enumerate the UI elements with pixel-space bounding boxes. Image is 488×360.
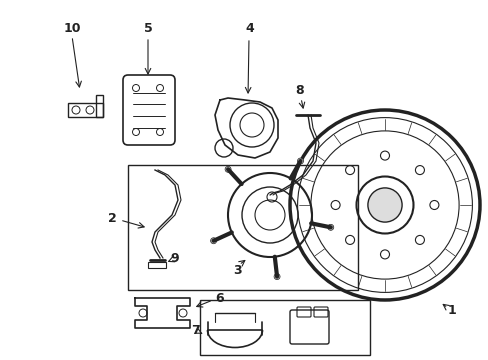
Text: 3: 3 [233,264,242,276]
Circle shape [330,201,340,210]
Text: 5: 5 [143,22,152,35]
Bar [148,262,165,268]
Circle shape [345,235,354,244]
Circle shape [297,158,303,164]
Circle shape [415,235,424,244]
Circle shape [224,166,231,172]
Text: 6: 6 [215,292,224,305]
Circle shape [415,166,424,175]
Bar [96,95,103,117]
Text: 2: 2 [107,212,116,225]
Circle shape [429,201,438,210]
Circle shape [273,274,280,280]
Circle shape [380,250,389,259]
Bar [200,300,369,355]
Text: 9: 9 [170,252,179,265]
Circle shape [210,238,216,244]
Text: 1: 1 [447,303,455,316]
Text: 7: 7 [191,324,200,337]
Circle shape [345,166,354,175]
Circle shape [327,224,333,230]
Circle shape [367,188,401,222]
Text: 10: 10 [63,22,81,35]
Text: 4: 4 [245,22,254,35]
Bar [128,165,357,290]
Bar [68,103,103,117]
Circle shape [380,151,389,160]
Text: 8: 8 [295,84,304,96]
